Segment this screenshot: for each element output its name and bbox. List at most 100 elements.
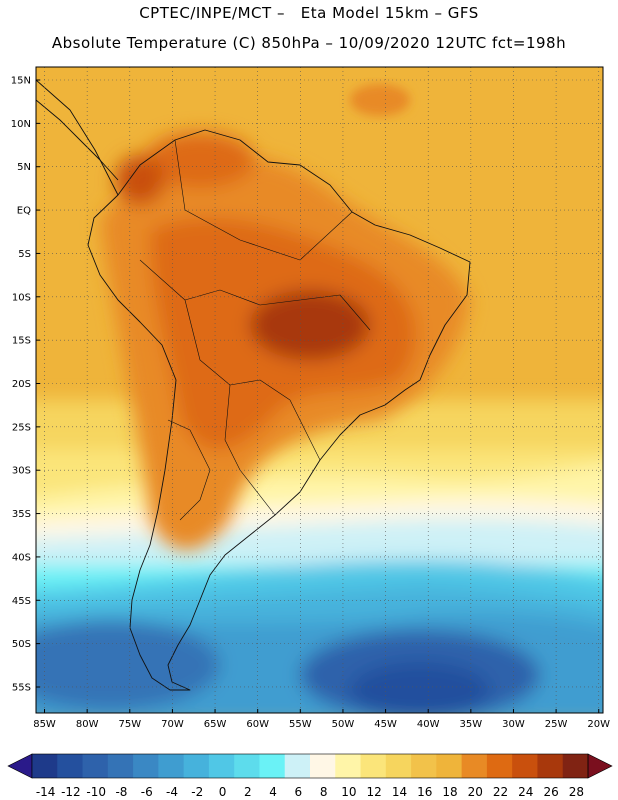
colorbar-tick-label: 6 (295, 785, 303, 799)
cold-core (350, 662, 490, 713)
colorbar-swatch (57, 754, 84, 778)
border-andes (167, 419, 211, 521)
colorbar-swatch (461, 754, 488, 778)
borders (139, 139, 371, 521)
colorbar-tick-label: 18 (442, 785, 457, 799)
colorbar-swatch (436, 754, 463, 778)
lat-label: 15S (12, 336, 31, 347)
lat-label: 40S (12, 552, 31, 563)
lat-label: 10N (11, 119, 31, 130)
colorbar-swatch (133, 754, 159, 778)
colorbar-tick-label: 26 (543, 785, 558, 799)
colorbar-tick-label: 24 (518, 785, 533, 799)
lon-label: 35W (460, 719, 483, 730)
colorbar-tick-label: 14 (392, 785, 407, 799)
colorbar-swatch (537, 754, 564, 778)
colorbar-tick-label: -2 (191, 785, 203, 799)
lat-label: 15N (11, 76, 31, 87)
lon-label: 75W (118, 719, 141, 730)
lon-label: 70W (161, 719, 184, 730)
colorbar-swatch (335, 754, 362, 778)
lon-label: 50W (332, 719, 355, 730)
colorbar-tick-label: 28 (569, 785, 584, 799)
colorbar-swatch (32, 754, 58, 778)
colorbar-tick-label: 10 (341, 785, 356, 799)
chart-title-line2: Absolute Temperature (C) 850hPa – 10/09/… (51, 34, 567, 52)
warm-atlantic-north (350, 84, 410, 116)
colorbar-swatch (82, 754, 109, 778)
lat-label: 30S (12, 466, 31, 477)
colorbar-tick-label: 16 (417, 785, 432, 799)
colorbar-tick-label: -14 (36, 785, 56, 799)
hot-northwest (115, 155, 165, 205)
temperature-field (36, 67, 603, 713)
colorbar-swatch (486, 754, 513, 778)
border-north (174, 139, 353, 261)
lon-label: 65W (204, 719, 227, 730)
colorbar-tick-label: -4 (166, 785, 178, 799)
colorbar-swatch (284, 754, 311, 778)
lat-label: 55S (12, 682, 31, 693)
colorbar-tick-label: -8 (115, 785, 127, 799)
colorbar-frame (31, 753, 589, 779)
colorbar-swatch (411, 754, 437, 778)
coastline-south-america (87, 129, 471, 691)
colorbar-swatch (208, 754, 235, 778)
lon-label: 60W (246, 719, 269, 730)
coastlines (36, 79, 471, 691)
colorbar-swatch (385, 754, 412, 778)
colorbar-tick-label: 4 (269, 785, 277, 799)
colorbar-swatch (259, 754, 286, 778)
lon-label: 55W (289, 719, 312, 730)
colorbar: -14 -12 -10 -8 -6 -4 -2 0 2 4 6 8 10 12 14 16 18 20 22 24 26… (7, 753, 613, 799)
lat-label: 50S (12, 639, 31, 650)
colorbar-tick-label: -12 (61, 785, 81, 799)
colorbar-swatch (107, 754, 134, 778)
latitude-labels: 15N 10N 5N EQ 5S 10S 15S 20S 25S 30S 35S 40S 45S 50S 5… (11, 76, 40, 693)
lon-label: 25W (545, 719, 568, 730)
longitude-labels: 85W 80W 75W 70W 65W 60W 55W 50W 45W 40W 35W 30W 25W 2… (33, 709, 610, 730)
lon-label: 80W (76, 719, 99, 730)
colorbar-swatch (183, 754, 210, 778)
coastline-isthmus (36, 99, 119, 181)
lon-label: 20W (587, 719, 610, 730)
border-southwest (184, 299, 321, 461)
colorbar-swatch (512, 754, 538, 778)
colorbar-tick-label: -6 (141, 785, 153, 799)
lat-label: 5S (18, 249, 31, 260)
lon-label: 85W (33, 719, 56, 730)
colorbar-swatch (310, 754, 336, 778)
border-south (224, 384, 276, 516)
hot-north (145, 132, 255, 188)
cold-pool-west (36, 620, 220, 710)
lat-label: 25S (12, 422, 31, 433)
colorbar-swatch (562, 754, 589, 778)
colorbar-tick-label: 22 (493, 785, 508, 799)
colorbar-tick-label: 20 (468, 785, 483, 799)
colorbar-swatch (234, 754, 260, 778)
chart-title-line1: CPTEC/INPE/MCT – Eta Model 15km – GFS (139, 4, 479, 22)
colorbar-tick-label: -10 (86, 785, 106, 799)
lon-label: 45W (374, 719, 397, 730)
colorbar-tick-label: 12 (367, 785, 382, 799)
hot-core (250, 290, 370, 360)
lon-label: 40W (417, 719, 440, 730)
colorbar-arrow-high (587, 753, 613, 779)
lon-label: 30W (502, 719, 525, 730)
graticule (36, 67, 603, 713)
lat-label: EQ (17, 206, 31, 217)
colorbar-arrow-low (7, 753, 33, 779)
colorbar-tick-label: 0 (219, 785, 227, 799)
colorbar-swatch (158, 754, 185, 778)
lat-label: 35S (12, 509, 31, 520)
colorbar-tick-label: 2 (244, 785, 252, 799)
plot-frame (35, 66, 604, 714)
lat-label: 5N (17, 162, 31, 173)
colorbar-swatch (360, 754, 387, 778)
coastline-central-america (36, 79, 119, 196)
colorbar-tick-label: 8 (320, 785, 328, 799)
lat-label: 45S (12, 596, 31, 607)
lat-label: 20S (12, 379, 31, 390)
lat-label: 10S (12, 292, 31, 303)
